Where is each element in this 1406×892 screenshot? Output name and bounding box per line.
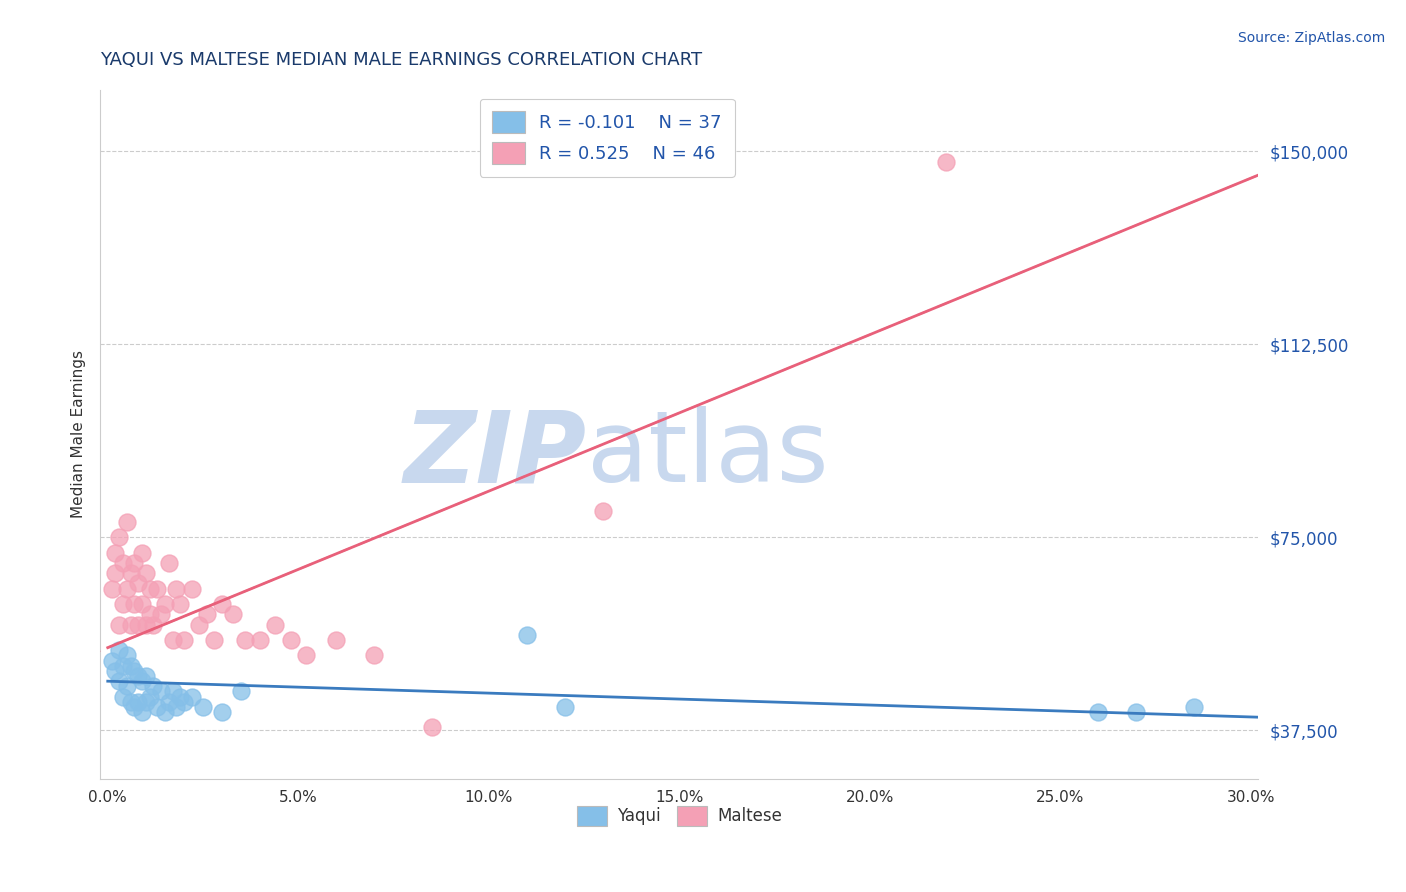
Point <box>211 705 233 719</box>
Point <box>111 690 134 704</box>
Point <box>124 556 146 570</box>
Point <box>592 504 614 518</box>
Point <box>115 582 138 596</box>
Point <box>162 684 184 698</box>
Point <box>124 699 146 714</box>
Point <box>180 582 202 596</box>
Point <box>115 679 138 693</box>
Point <box>111 556 134 570</box>
Point <box>554 699 576 714</box>
Point <box>138 582 160 596</box>
Point <box>420 721 443 735</box>
Point <box>1182 699 1205 714</box>
Point <box>138 690 160 704</box>
Point <box>127 576 149 591</box>
Point <box>191 699 214 714</box>
Point <box>169 597 191 611</box>
Point <box>150 684 173 698</box>
Point <box>108 617 131 632</box>
Point <box>516 628 538 642</box>
Point <box>131 705 153 719</box>
Point <box>295 648 318 663</box>
Point <box>157 556 180 570</box>
Point <box>146 582 169 596</box>
Text: atlas: atlas <box>586 407 828 503</box>
Point <box>165 699 187 714</box>
Point <box>1087 705 1109 719</box>
Point <box>100 654 122 668</box>
Point <box>153 597 176 611</box>
Point <box>124 597 146 611</box>
Point <box>280 633 302 648</box>
Point <box>165 582 187 596</box>
Point <box>135 617 157 632</box>
Point <box>222 607 245 622</box>
Point <box>104 546 127 560</box>
Point <box>104 664 127 678</box>
Point <box>157 695 180 709</box>
Point <box>108 643 131 657</box>
Point <box>264 617 287 632</box>
Point <box>142 617 165 632</box>
Text: YAQUI VS MALTESE MEDIAN MALE EARNINGS CORRELATION CHART: YAQUI VS MALTESE MEDIAN MALE EARNINGS CO… <box>100 51 702 69</box>
Point <box>325 633 347 648</box>
Point <box>127 669 149 683</box>
Point <box>138 607 160 622</box>
Point <box>153 705 176 719</box>
Point <box>188 617 211 632</box>
Point <box>131 674 153 689</box>
Legend: Yaqui, Maltese: Yaqui, Maltese <box>569 799 789 832</box>
Point <box>131 597 153 611</box>
Point <box>146 699 169 714</box>
Point <box>180 690 202 704</box>
Point <box>173 633 195 648</box>
Point <box>135 669 157 683</box>
Point <box>195 607 218 622</box>
Point <box>233 633 256 648</box>
Point <box>124 664 146 678</box>
Point <box>104 566 127 581</box>
Point <box>115 648 138 663</box>
Point <box>120 617 142 632</box>
Point <box>211 597 233 611</box>
Point <box>111 597 134 611</box>
Point <box>135 695 157 709</box>
Point <box>1125 705 1147 719</box>
Point <box>127 695 149 709</box>
Point <box>204 633 226 648</box>
Y-axis label: Median Male Earnings: Median Male Earnings <box>72 351 86 518</box>
Point <box>173 695 195 709</box>
Text: Source: ZipAtlas.com: Source: ZipAtlas.com <box>1237 31 1385 45</box>
Point <box>100 582 122 596</box>
Point <box>108 530 131 544</box>
Point <box>935 154 957 169</box>
Point <box>108 674 131 689</box>
Point <box>115 515 138 529</box>
Point <box>249 633 271 648</box>
Point <box>120 658 142 673</box>
Point <box>120 695 142 709</box>
Point <box>150 607 173 622</box>
Point <box>111 658 134 673</box>
Text: ZIP: ZIP <box>404 407 586 503</box>
Point <box>142 679 165 693</box>
Point <box>363 648 385 663</box>
Point <box>120 566 142 581</box>
Point <box>169 690 191 704</box>
Point <box>162 633 184 648</box>
Point <box>131 546 153 560</box>
Point <box>229 684 252 698</box>
Point <box>135 566 157 581</box>
Point <box>127 617 149 632</box>
